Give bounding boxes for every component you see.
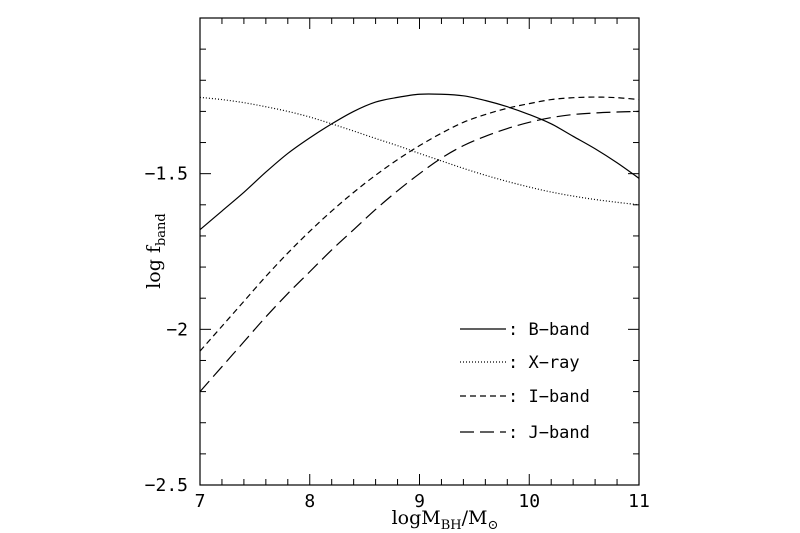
y-axis-label: log fband xyxy=(143,213,169,289)
series-line-i-band xyxy=(199,96,640,352)
series-line-b-band xyxy=(199,93,640,231)
x-axis-label-mid: /M xyxy=(462,507,488,529)
x-tick-label: 9 xyxy=(414,491,425,512)
axis-tick-labels: 7 8 9 10 11 −2.5 −2 −1.5 xyxy=(145,164,650,512)
legend-label-x-ray: : X−ray xyxy=(508,353,580,373)
series-line-x-ray xyxy=(199,96,640,206)
x-axis-label-sub1: BH xyxy=(441,518,462,533)
y-tick-label: −2.5 xyxy=(145,475,188,496)
y-axis-label-sub: band xyxy=(154,213,169,246)
x-axis-label: logMBH/M⊙ xyxy=(392,507,499,533)
legend-label-b-band: : B−band xyxy=(508,320,590,340)
x-tick-label: 10 xyxy=(518,491,540,512)
series-line-j-band xyxy=(199,110,640,392)
legend-label-j-band: : J−band xyxy=(508,423,590,443)
legend-label-i-band: : I−band xyxy=(508,387,590,407)
legend: : B−band : X−ray : I−band : J−band xyxy=(460,320,590,443)
y-axis-label-main: log f xyxy=(143,244,165,289)
x-tick-label: 7 xyxy=(195,491,206,512)
y-tick-label: −1.5 xyxy=(145,164,188,185)
x-axis-label-prefix: logM xyxy=(392,507,441,529)
x-axis-label-sub2: ⊙ xyxy=(487,518,498,533)
x-tick-label: 8 xyxy=(304,491,315,512)
data-series xyxy=(199,93,640,392)
plot-frame xyxy=(199,17,640,486)
x-tick-label: 11 xyxy=(628,491,650,512)
y-tick-label: −2 xyxy=(166,319,188,340)
axis-ticks xyxy=(200,18,639,485)
